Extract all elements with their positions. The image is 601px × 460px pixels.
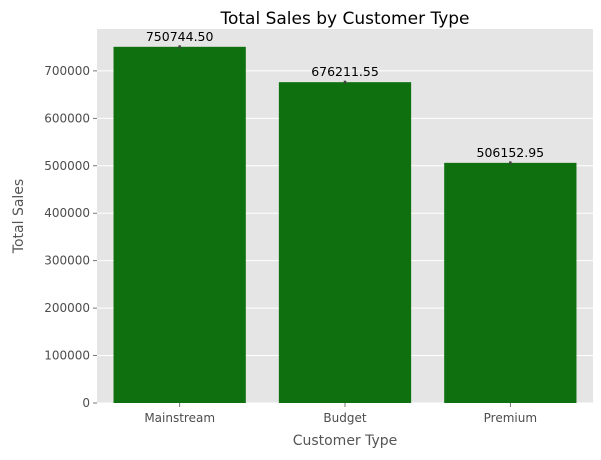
x-tick-label: Budget (323, 411, 366, 425)
y-axis-ticks: 0 100000 200000 300000 400000 500000 600000 700… (44, 64, 97, 410)
y-tick-label: 400000 (44, 206, 90, 220)
data-labels: 750744.50 676211.55 506152.95 (146, 29, 544, 160)
y-tick-label: 600000 (44, 111, 90, 125)
y-axis-label: Total Sales (11, 179, 27, 254)
y-tick-label: 200000 (44, 301, 90, 315)
data-label: 676211.55 (311, 64, 379, 79)
data-label: 506152.95 (477, 145, 545, 160)
x-tick-label: Mainstream (144, 411, 215, 425)
chart-title: Total Sales by Customer Type (219, 9, 469, 29)
y-tick-label: 700000 (44, 64, 90, 78)
bars (113, 46, 577, 404)
x-axis-label: Customer Type (293, 433, 398, 449)
data-label: 750744.50 (146, 29, 214, 44)
bar (113, 46, 246, 404)
y-tick-label: 300000 (44, 254, 90, 268)
y-tick-label: 100000 (44, 349, 90, 363)
bar (444, 162, 577, 403)
x-axis-ticks: Mainstream Budget Premium (144, 403, 537, 425)
y-tick-label: 500000 (44, 159, 90, 173)
x-tick-label: Premium (484, 411, 537, 425)
y-tick-label: 0 (82, 396, 90, 410)
error-bars (178, 45, 512, 165)
bar (278, 82, 412, 404)
